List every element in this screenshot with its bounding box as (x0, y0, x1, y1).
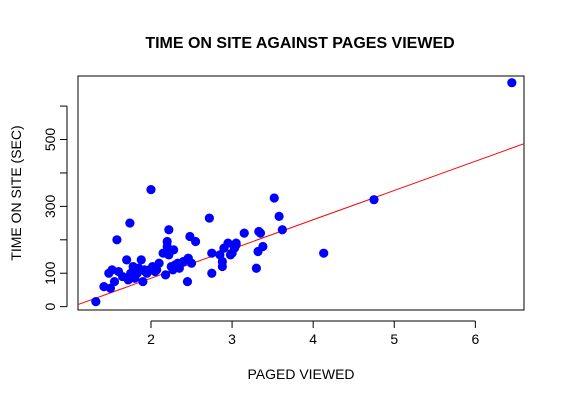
y-tick-label: 300 (42, 194, 58, 218)
y-tick-label: 500 (42, 128, 58, 152)
data-point (164, 225, 174, 235)
plot-area (77, 78, 525, 307)
data-point (160, 270, 171, 280)
x-axis-label: PAGED VIEWED (247, 366, 354, 382)
x-tick-label: 2 (147, 331, 155, 347)
data-point (507, 78, 517, 88)
data-point (204, 213, 214, 223)
data-point (136, 255, 146, 265)
data-point (146, 185, 156, 195)
data-point (274, 211, 284, 221)
data-point (277, 225, 287, 235)
plot-frame (77, 75, 525, 311)
data-point (251, 263, 261, 273)
data-point (269, 193, 279, 203)
data-point (174, 263, 184, 273)
data-point (239, 228, 249, 238)
data-point (258, 241, 268, 252)
x-tick-label: 5 (390, 331, 398, 347)
y-tick-label: 100 (42, 261, 58, 285)
data-point (223, 238, 233, 248)
data-point (112, 235, 122, 245)
data-point (255, 228, 266, 238)
x-tick-label: 4 (309, 331, 317, 347)
data-point (169, 245, 179, 255)
data-point (217, 261, 227, 272)
data-point (138, 276, 148, 287)
x-tick-label: 3 (228, 331, 236, 347)
data-point (186, 258, 197, 268)
data-point (319, 248, 329, 258)
data-point (154, 258, 164, 268)
data-point (207, 248, 217, 258)
data-point (109, 276, 120, 287)
x-tick-label: 6 (471, 331, 479, 347)
data-point (125, 218, 135, 228)
chart-title: TIME ON SITE AGAINST PAGES VIEWED (145, 35, 454, 52)
data-point (182, 276, 193, 287)
data-point (91, 297, 101, 307)
x-axis: 2 3 4 5 6 (147, 320, 479, 347)
data-point (369, 195, 379, 205)
regression-line (77, 143, 525, 306)
data-point (231, 238, 241, 248)
data-point (122, 255, 132, 265)
data-point (207, 268, 217, 278)
data-point (105, 283, 116, 293)
y-axis-label: TIME ON SITE (SEC) (8, 125, 24, 260)
y-tick-label: 0 (42, 303, 58, 311)
y-axis: 0 100 300 500 (42, 105, 68, 311)
data-point (190, 236, 201, 247)
data-point (162, 236, 172, 247)
